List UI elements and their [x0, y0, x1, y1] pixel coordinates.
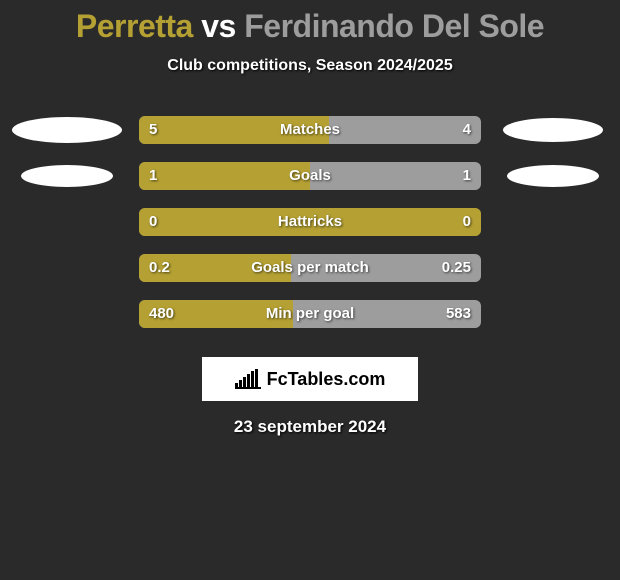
stat-row: 0Hattricks0 [0, 199, 620, 245]
right-oval-slot [493, 153, 613, 199]
stats-container: 5Matches4 1Goals1 0Hattricks0 0.2Goals per … [0, 107, 620, 337]
stat-right-value: 4 [463, 116, 471, 144]
left-oval-slot [7, 153, 127, 199]
stat-row: 1Goals1 [0, 153, 620, 199]
stat-label: Matches [139, 116, 481, 144]
subtitle: Club competitions, Season 2024/2025 [0, 57, 620, 75]
right-oval-slot [493, 291, 613, 337]
logo-chart-icon [235, 369, 261, 389]
stat-row: 5Matches4 [0, 107, 620, 153]
stat-bar: 480Min per goal583 [139, 300, 481, 328]
left-oval-slot [7, 291, 127, 337]
stat-row: 0.2Goals per match0.25 [0, 245, 620, 291]
stat-label: Goals per match [139, 254, 481, 282]
player-right-name: Ferdinando Del Sole [244, 8, 544, 44]
stat-right-value: 583 [446, 300, 471, 328]
stat-label: Hattricks [139, 208, 481, 236]
stat-label: Goals [139, 162, 481, 190]
stat-bar: 0.2Goals per match0.25 [139, 254, 481, 282]
stat-bar: 1Goals1 [139, 162, 481, 190]
left-oval-slot [7, 107, 127, 153]
right-oval-slot [493, 199, 613, 245]
fctables-logo: FcTables.com [202, 357, 418, 401]
player-left-name: Perretta [76, 8, 193, 44]
oval-left-icon [21, 165, 113, 187]
stat-right-value: 0 [463, 208, 471, 236]
oval-left-icon [12, 117, 122, 143]
left-oval-slot [7, 199, 127, 245]
stat-bar: 5Matches4 [139, 116, 481, 144]
stat-right-value: 0.25 [442, 254, 471, 282]
left-oval-slot [7, 245, 127, 291]
right-oval-slot [493, 245, 613, 291]
vs-text: vs [201, 8, 236, 44]
stat-right-value: 1 [463, 162, 471, 190]
right-oval-slot [493, 107, 613, 153]
page-title: Perretta vs Ferdinando Del Sole [0, 0, 620, 45]
stat-row: 480Min per goal583 [0, 291, 620, 337]
stat-bar: 0Hattricks0 [139, 208, 481, 236]
oval-right-icon [507, 165, 599, 187]
oval-right-icon [503, 118, 603, 142]
logo-text: FcTables.com [267, 369, 386, 390]
stat-label: Min per goal [139, 300, 481, 328]
date-text: 23 september 2024 [0, 417, 620, 437]
